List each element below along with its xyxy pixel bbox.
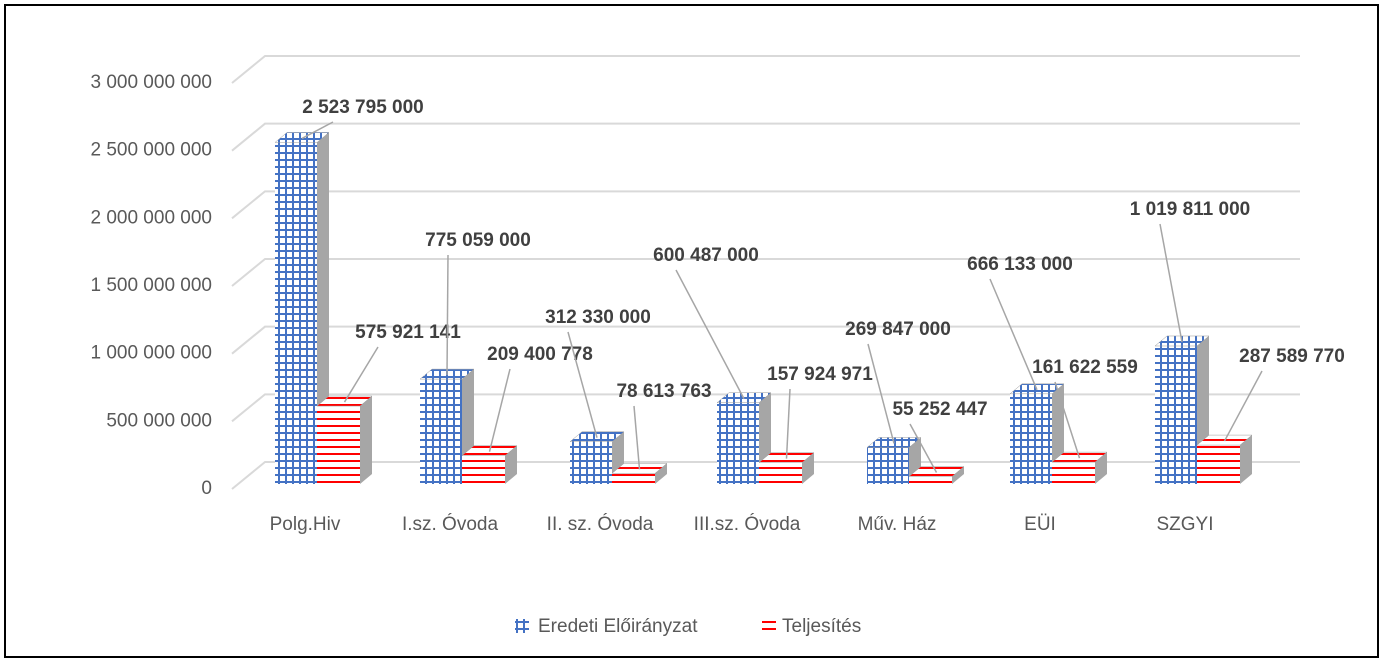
bar-side bbox=[1095, 452, 1107, 484]
x-tick-label: SZGYI bbox=[1156, 514, 1213, 535]
value-label: 775 059 000 bbox=[425, 230, 531, 251]
grid-line bbox=[231, 55, 1300, 84]
bar-top bbox=[274, 132, 330, 143]
bar-side bbox=[802, 452, 814, 484]
y-tick-label: 2 000 000 000 bbox=[90, 207, 212, 228]
bar-side bbox=[505, 445, 517, 484]
grid-line bbox=[231, 325, 1300, 355]
y-tick-label: 1 500 000 000 bbox=[90, 275, 212, 296]
value-label: 269 847 000 bbox=[845, 319, 951, 340]
grid-line bbox=[231, 393, 1300, 423]
value-label: 55 252 447 bbox=[892, 399, 987, 420]
bar-front bbox=[867, 447, 909, 484]
leader-line bbox=[633, 405, 641, 470]
bar-side bbox=[1240, 435, 1252, 484]
value-label: 2 523 795 000 bbox=[302, 97, 424, 118]
bar bbox=[461, 445, 518, 484]
bar bbox=[274, 132, 330, 484]
leader-line bbox=[1054, 381, 1081, 459]
x-tick-label: Polg.Hiv bbox=[270, 514, 341, 535]
bar-front bbox=[759, 462, 802, 484]
value-label: 209 400 778 bbox=[487, 344, 593, 365]
grid-line bbox=[231, 122, 1300, 152]
leader-line bbox=[488, 368, 511, 452]
bar-front bbox=[1155, 345, 1197, 484]
x-tick-label: II. sz. Óvoda bbox=[547, 513, 654, 535]
x-tick-label: Műv. Ház bbox=[858, 514, 937, 535]
value-label: 1 019 811 000 bbox=[1130, 199, 1250, 220]
leader-line bbox=[675, 269, 745, 400]
x-tick-label: III.sz. Óvoda bbox=[694, 513, 801, 535]
bar-front bbox=[570, 441, 612, 484]
value-label: 666 133 000 bbox=[967, 254, 1073, 275]
leader-line bbox=[301, 121, 334, 140]
value-label: 157 924 971 bbox=[767, 364, 873, 385]
leader-line bbox=[1223, 370, 1263, 442]
leader-line bbox=[867, 343, 895, 444]
bar-front bbox=[909, 476, 952, 484]
bar bbox=[1051, 451, 1108, 484]
value-label: 287 589 770 bbox=[1239, 346, 1345, 367]
grid-line bbox=[231, 258, 1300, 287]
leader-line bbox=[909, 423, 938, 473]
bar-front bbox=[275, 142, 317, 484]
legend-swatch bbox=[515, 619, 529, 633]
bar-front bbox=[420, 379, 462, 484]
bar-front bbox=[1052, 462, 1095, 484]
bar-front bbox=[1197, 445, 1240, 484]
value-label: 575 921 141 bbox=[355, 322, 461, 343]
value-label: 312 330 000 bbox=[545, 307, 651, 328]
y-tick-label: 1 000 000 000 bbox=[90, 343, 212, 364]
leader-line bbox=[343, 346, 379, 403]
leader-line bbox=[785, 388, 791, 459]
bar-front bbox=[462, 455, 505, 484]
chart-border bbox=[4, 4, 1379, 658]
value-label: 161 622 559 bbox=[1032, 357, 1138, 378]
legend-swatch bbox=[762, 619, 776, 633]
bar-side bbox=[952, 466, 964, 484]
grid-line bbox=[231, 461, 1300, 490]
bar-front bbox=[717, 402, 759, 484]
x-tick-label: I.sz. Óvoda bbox=[402, 513, 499, 535]
legend-label: Eredeti Előirányzat bbox=[538, 616, 698, 637]
y-tick-label: 500 000 000 bbox=[106, 410, 212, 431]
y-tick-label: 3 000 000 000 bbox=[90, 72, 212, 93]
bar bbox=[316, 395, 373, 484]
leader-line bbox=[446, 254, 449, 376]
value-label: 78 613 763 bbox=[616, 381, 711, 402]
value-label: 600 487 000 bbox=[653, 245, 759, 266]
x-tick-label: EÜI bbox=[1024, 514, 1056, 535]
leader-line bbox=[989, 278, 1038, 391]
bar-side bbox=[317, 132, 329, 484]
bar bbox=[1196, 434, 1253, 484]
bar-front bbox=[612, 473, 655, 484]
grid-line bbox=[231, 190, 1300, 220]
bar-side bbox=[360, 396, 372, 484]
bar-front bbox=[317, 406, 360, 484]
leader-line bbox=[1159, 223, 1183, 343]
leader-line bbox=[567, 331, 598, 438]
bar-front bbox=[1010, 393, 1052, 484]
y-tick-label: 0 bbox=[201, 478, 212, 499]
bar-side bbox=[655, 463, 667, 484]
legend-label: Teljesítés bbox=[782, 616, 861, 637]
y-tick-label: 2 500 000 000 bbox=[90, 140, 212, 161]
